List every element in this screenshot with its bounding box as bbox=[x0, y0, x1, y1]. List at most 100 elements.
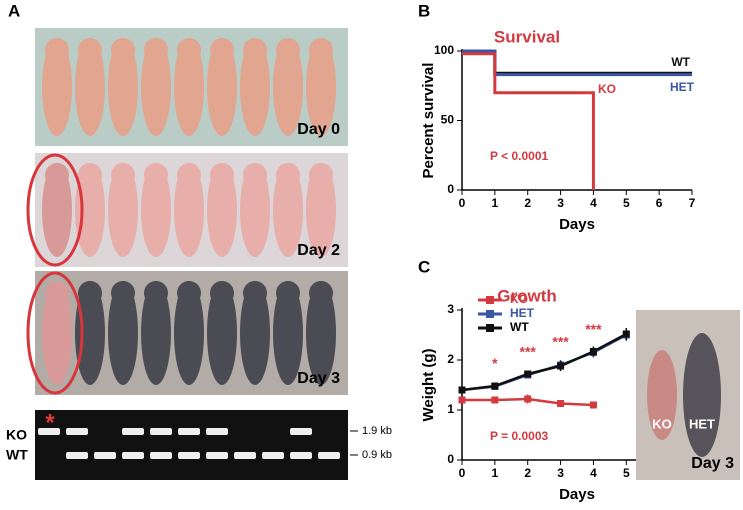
pup-head bbox=[144, 38, 168, 62]
gel-band bbox=[66, 452, 88, 459]
pup-head bbox=[309, 38, 333, 62]
gel-band bbox=[290, 452, 312, 459]
y-tick-label: 2 bbox=[447, 352, 454, 366]
pup bbox=[141, 38, 171, 136]
x-tick-label: 3 bbox=[557, 196, 564, 210]
pup bbox=[306, 38, 336, 136]
inset-day: Day 3 bbox=[691, 455, 734, 472]
y-tick-label: 1 bbox=[447, 402, 454, 416]
panel-label: B bbox=[418, 1, 430, 20]
legend-marker bbox=[486, 324, 494, 332]
gel-band bbox=[122, 452, 144, 459]
pup bbox=[306, 281, 336, 385]
survival-line bbox=[462, 49, 692, 77]
significance: *** bbox=[520, 344, 537, 360]
x-tick-label: 4 bbox=[590, 196, 597, 210]
gel-band bbox=[206, 428, 228, 435]
pup-head bbox=[78, 163, 102, 187]
pup bbox=[42, 38, 72, 136]
marker bbox=[589, 401, 597, 409]
growth-line bbox=[461, 333, 627, 392]
pup bbox=[141, 281, 171, 385]
pup bbox=[240, 163, 270, 257]
marker bbox=[491, 396, 499, 404]
legend-label: HET bbox=[510, 306, 535, 320]
annotation: P < 0.0001 bbox=[490, 149, 548, 163]
lane-label: WT bbox=[6, 447, 28, 463]
pup bbox=[207, 38, 237, 136]
survival-line bbox=[462, 52, 595, 190]
gel-band bbox=[94, 452, 116, 459]
gel-band bbox=[262, 452, 284, 459]
gel-band bbox=[290, 428, 312, 435]
pup bbox=[75, 38, 105, 136]
x-tick-label: 5 bbox=[623, 466, 630, 480]
gel-band bbox=[318, 452, 340, 459]
highlight-circle bbox=[26, 271, 84, 395]
pup bbox=[647, 350, 677, 440]
pup bbox=[42, 281, 72, 385]
significance: * bbox=[492, 355, 498, 371]
x-tick-label: 6 bbox=[656, 196, 663, 210]
gel-band bbox=[150, 452, 172, 459]
panel-label: A bbox=[8, 1, 20, 20]
y-axis-label: Weight (g) bbox=[420, 348, 437, 421]
pup-head bbox=[45, 163, 69, 187]
marker bbox=[589, 348, 597, 355]
pup-head bbox=[111, 38, 135, 62]
day-label: Day 0 bbox=[297, 121, 340, 138]
pup bbox=[683, 333, 721, 457]
pup-head bbox=[276, 281, 300, 305]
pup bbox=[207, 163, 237, 257]
marker bbox=[524, 370, 532, 378]
y-tick-label: 100 bbox=[434, 43, 454, 57]
y-tick-label: 3 bbox=[447, 302, 454, 316]
x-tick-label: 3 bbox=[557, 466, 564, 480]
pup-head bbox=[210, 38, 234, 62]
pup-head bbox=[210, 163, 234, 187]
gel-band bbox=[178, 428, 200, 435]
gel-marker: * bbox=[45, 409, 55, 436]
marker bbox=[491, 382, 499, 390]
x-tick-label: 1 bbox=[492, 196, 499, 210]
pup bbox=[108, 281, 138, 385]
x-tick-label: 4 bbox=[590, 466, 597, 480]
legend-marker bbox=[486, 310, 494, 318]
marker bbox=[622, 330, 630, 338]
legend-marker bbox=[486, 296, 494, 304]
lane-label: KO bbox=[6, 427, 27, 443]
pup bbox=[207, 281, 237, 385]
y-tick-label: 0 bbox=[447, 182, 454, 196]
series-label: KO bbox=[598, 82, 616, 96]
day-label: Day 2 bbox=[297, 242, 340, 259]
pup bbox=[42, 163, 72, 257]
pup-head bbox=[78, 38, 102, 62]
panel-label: C bbox=[418, 257, 430, 276]
annotation: P = 0.0003 bbox=[490, 429, 548, 443]
pup bbox=[174, 281, 204, 385]
x-tick-label: 2 bbox=[524, 466, 531, 480]
legend-label: WT bbox=[510, 320, 529, 334]
marker bbox=[557, 400, 565, 407]
pup bbox=[306, 163, 336, 257]
chart-title: Survival bbox=[494, 27, 560, 46]
legend-label: KO bbox=[510, 292, 528, 306]
survival-line bbox=[462, 49, 692, 75]
x-tick-label: 0 bbox=[459, 466, 466, 480]
pup-head bbox=[45, 38, 69, 62]
pup-head bbox=[111, 163, 135, 187]
gel-band bbox=[206, 452, 228, 459]
pup bbox=[75, 281, 105, 385]
pup bbox=[174, 163, 204, 257]
pup-head bbox=[210, 281, 234, 305]
size-label: 0.9 kb bbox=[362, 449, 392, 461]
marker bbox=[524, 395, 532, 403]
pup-head bbox=[45, 281, 69, 305]
gel-band bbox=[38, 428, 60, 435]
gel-band bbox=[234, 452, 256, 459]
pup-head bbox=[144, 281, 168, 305]
size-label: 1.9 kb bbox=[362, 425, 392, 437]
highlight-circle bbox=[26, 153, 84, 267]
pup-head bbox=[144, 163, 168, 187]
inset-label: HET bbox=[689, 416, 715, 431]
